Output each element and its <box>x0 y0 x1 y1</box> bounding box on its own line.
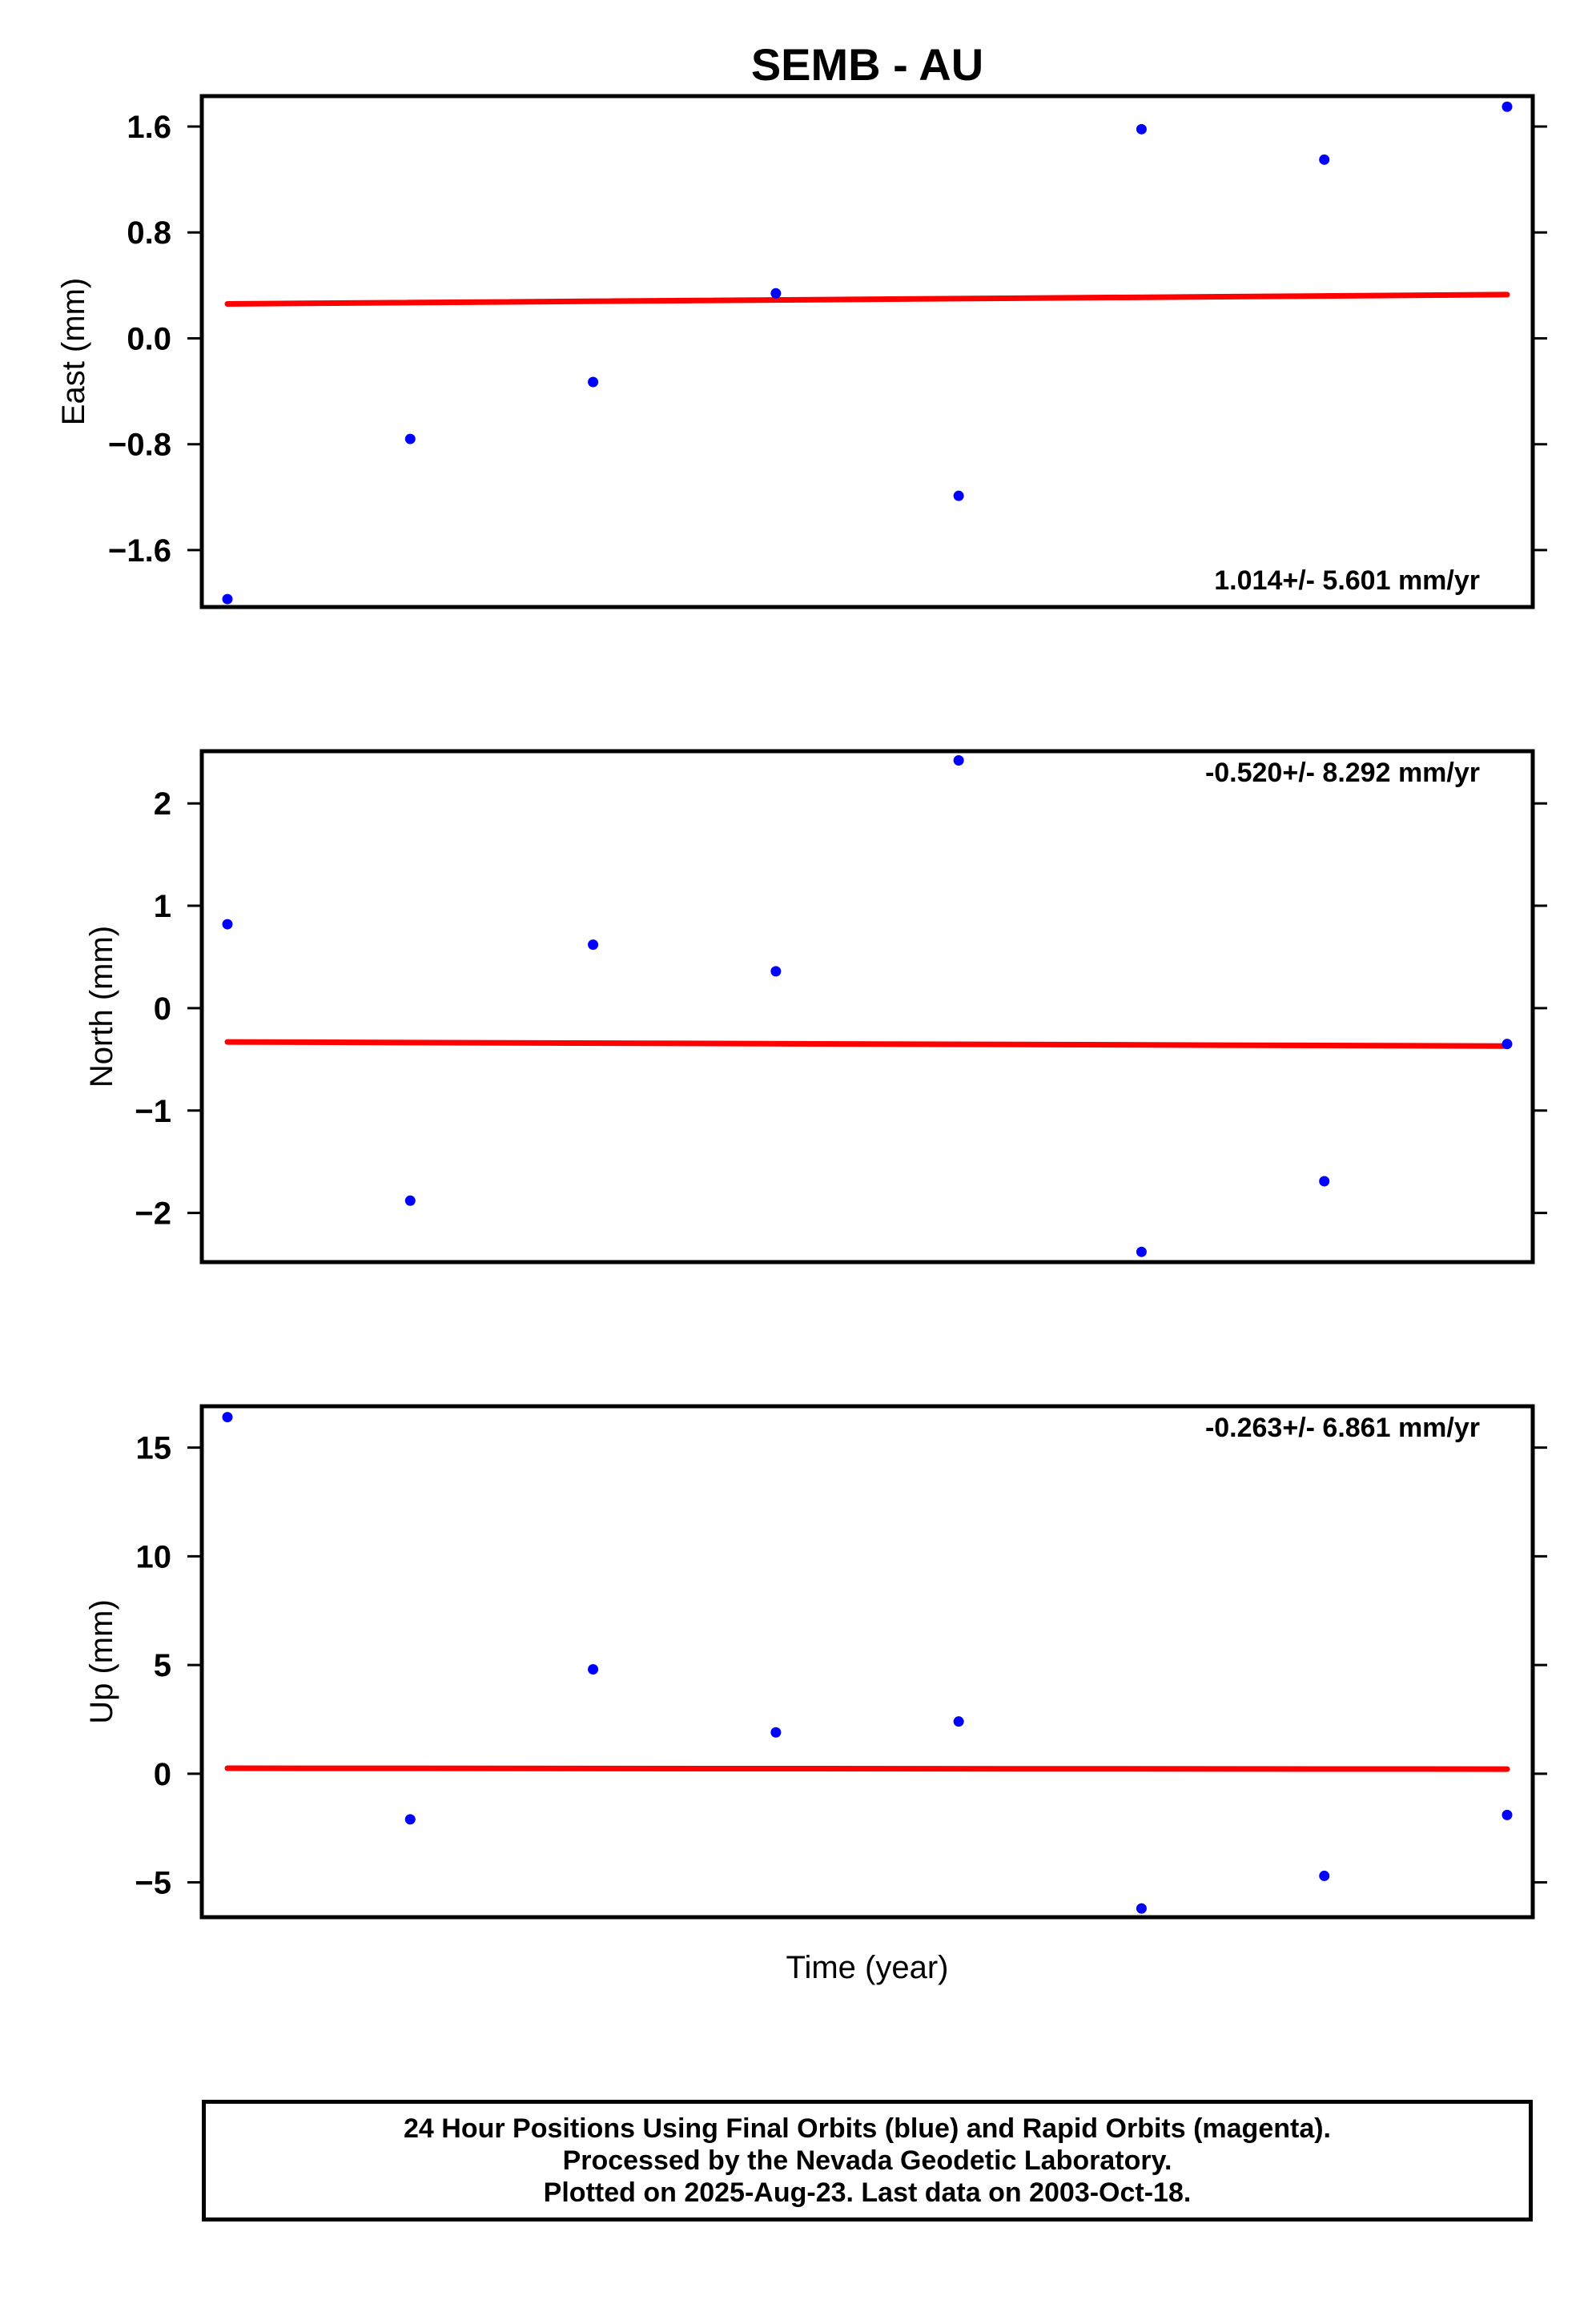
caption-line-2: Processed by the Nevada Geodetic Laborat… <box>562 2145 1172 2176</box>
data-point <box>1502 1039 1513 1050</box>
y-tick-label: 0.0 <box>127 321 171 356</box>
north-panel: 2 1 0 −1 −2 North (mm) -0.520+/- 8.292 mm/yr <box>84 749 1547 1265</box>
y-tick-label: 0 <box>154 991 171 1027</box>
y-tick-label: −2 <box>135 1196 171 1232</box>
data-point <box>770 287 782 299</box>
y-tick-label: 15 <box>136 1431 172 1466</box>
data-point <box>588 1664 599 1675</box>
y-tick-label: 0.8 <box>127 215 171 251</box>
rate-annotation: -0.520+/- 8.292 mm/yr <box>1205 758 1480 788</box>
caption-line-1: 24 Hour Positions Using Final Orbits (bl… <box>404 2113 1331 2144</box>
up-panel: 15 10 5 0 −5 Up (mm) -0.263+/- 6.861 mm/yr <box>84 1404 1547 1920</box>
data-point <box>404 1195 416 1206</box>
rate-annotation: -0.263+/- 6.861 mm/yr <box>1205 1413 1480 1443</box>
y-tick-label: 0 <box>154 1757 171 1792</box>
y-tick-label: −0.8 <box>108 428 171 463</box>
east-panel: 1.6 0.8 0.0 −0.8 −1.6 East (mm) 1.014+/- 5.601… <box>56 94 1547 609</box>
data-point <box>588 376 599 388</box>
data-point <box>1502 1809 1513 1820</box>
data-point <box>770 1727 782 1738</box>
caption-line-3: Plotted on 2025-Aug-23. Last data on 200… <box>543 2177 1192 2208</box>
data-point <box>1136 1903 1147 1914</box>
data-point <box>1319 1870 1330 1881</box>
trend-line <box>224 292 1510 307</box>
data-point <box>588 939 599 951</box>
y-tick-label: −5 <box>135 1866 171 1901</box>
data-point <box>1502 101 1513 112</box>
data-point <box>1319 1176 1330 1187</box>
data-point <box>953 755 964 766</box>
y-tick-label: 5 <box>154 1648 171 1683</box>
data-point <box>770 966 782 977</box>
data-point <box>222 919 233 930</box>
y-axis-label: North (mm) <box>84 926 119 1088</box>
y-axis-label: East (mm) <box>56 278 91 425</box>
plot-frame <box>199 94 1535 609</box>
trend-line <box>224 1765 1510 1772</box>
y-tick-label: −1 <box>135 1094 171 1129</box>
trend-line <box>224 1039 1510 1049</box>
y-axis-label: Up (mm) <box>84 1599 119 1724</box>
data-point <box>953 490 964 501</box>
data-point <box>1319 154 1330 165</box>
rate-annotation: 1.014+/- 5.601 mm/yr <box>1214 565 1480 596</box>
chart-title: SEMB - AU <box>751 39 983 90</box>
y-tick-label: 1.6 <box>127 110 171 145</box>
data-point <box>222 1412 233 1423</box>
data-point <box>222 593 233 605</box>
y-tick-label: 2 <box>154 786 171 822</box>
y-tick-label: −1.6 <box>108 533 171 569</box>
plot-frame <box>199 749 1535 1265</box>
data-point <box>953 1716 964 1727</box>
caption-box: 24 Hour Positions Using Final Orbits (bl… <box>202 2100 1533 2221</box>
y-tick-label: 10 <box>136 1539 172 1574</box>
data-point <box>404 433 416 444</box>
data-point <box>404 1814 416 1825</box>
data-point <box>1136 1246 1147 1257</box>
x-axis-label: Time (year) <box>786 1950 949 1985</box>
y-tick-label: 1 <box>154 889 171 924</box>
data-point <box>1136 123 1147 135</box>
plot-frame <box>199 1404 1535 1920</box>
